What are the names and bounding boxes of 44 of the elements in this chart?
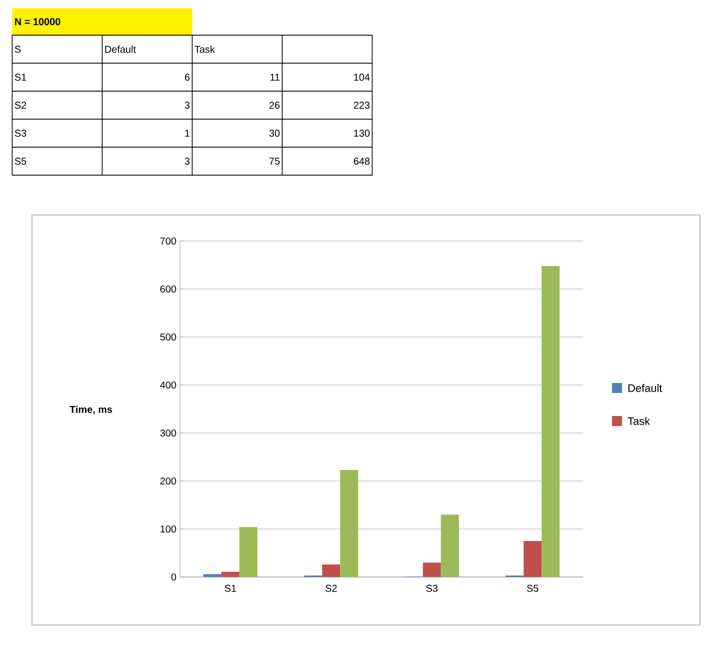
text: S3	[14, 130, 26, 137]
y-tick-label: 300	[160, 429, 176, 437]
y-tick-label: 200	[160, 477, 176, 485]
y-tick-label: 100	[160, 525, 176, 533]
text: 648	[354, 158, 370, 165]
text: 1	[185, 130, 190, 137]
bar	[203, 574, 222, 577]
x-tick-label: S1	[224, 584, 236, 592]
legend-label: Task	[628, 416, 650, 426]
bar	[542, 266, 560, 577]
y-tick-label: 600	[160, 285, 176, 293]
bar	[422, 562, 441, 577]
text: Task	[194, 46, 215, 53]
y-tick-label: 400	[160, 381, 176, 389]
text: 3	[184, 158, 190, 165]
bar	[322, 564, 340, 577]
x-tick-label: S3	[426, 584, 438, 592]
bar	[340, 470, 358, 577]
x-tick-label: S5	[526, 584, 538, 592]
text: S1	[14, 74, 26, 81]
text: Default	[105, 46, 136, 53]
x-tick-label: S2	[325, 584, 337, 592]
text: 11	[270, 74, 280, 81]
text: 104	[354, 74, 370, 81]
text: 130	[354, 130, 370, 137]
text: 26	[269, 102, 280, 109]
y-axis-title: Time, ms	[70, 406, 112, 414]
y-tick-label: 0	[171, 573, 176, 581]
text: S5	[14, 158, 26, 165]
bar	[524, 541, 542, 577]
text: 75	[269, 158, 280, 165]
text: 3	[184, 102, 190, 109]
text: 223	[354, 102, 370, 109]
text: 6	[184, 74, 190, 81]
legend-label: Default	[628, 384, 662, 392]
y-tick-label: 500	[160, 333, 176, 341]
bar	[239, 527, 258, 577]
text: N = 10000	[15, 18, 60, 26]
bar	[221, 572, 240, 577]
text: 30	[269, 130, 280, 137]
text: S	[14, 46, 21, 53]
bar	[440, 514, 459, 577]
y-tick-label: 700	[160, 237, 176, 245]
text: S2	[14, 102, 26, 109]
